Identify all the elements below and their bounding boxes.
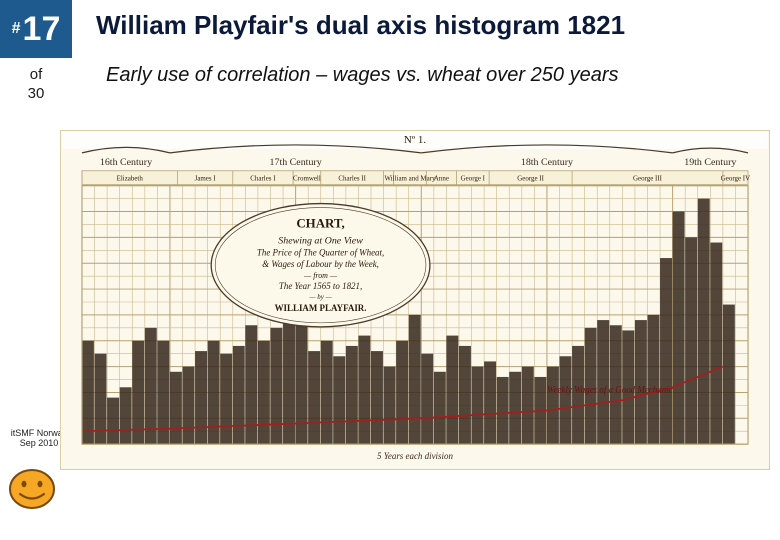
svg-text:5 Years each division: 5 Years each division	[377, 451, 453, 461]
svg-text:Cromwell: Cromwell	[293, 175, 321, 183]
svg-text:17th Century: 17th Century	[270, 157, 322, 168]
slide-number-badge: # 17	[0, 0, 72, 58]
page-total: 30	[28, 85, 45, 102]
svg-text:George II: George II	[517, 175, 544, 183]
slide-subtitle: Early use of correlation – wages vs. whe…	[72, 64, 780, 87]
svg-text:George IV: George IV	[721, 175, 750, 183]
svg-text:Anne: Anne	[434, 175, 449, 183]
svg-text:Nº 1.: Nº 1.	[404, 134, 426, 146]
slide-title: William Playfair's dual axis histogram 1…	[72, 0, 780, 41]
slide-subheader: of 30 Early use of correlation – wages v…	[0, 64, 780, 104]
svg-text:George I: George I	[461, 175, 486, 183]
page-of-word: of	[30, 66, 43, 83]
svg-text:— by —: — by —	[308, 293, 332, 301]
chart-svg: Weekly Wages of a Good Mechanic 16th Cent…	[61, 131, 769, 469]
svg-text:The Price of The Quarter of Wh: The Price of The Quarter of Wheat,	[257, 247, 384, 257]
chart-cartouche: CHART, Shewing at One ViewThe Price of Th…	[211, 204, 430, 327]
svg-text:Elizabeth: Elizabeth	[117, 175, 144, 183]
slide-number-value: 17	[23, 12, 61, 46]
svg-text:Shewing at One View: Shewing at One View	[278, 235, 363, 246]
svg-text:Charles II: Charles II	[338, 175, 366, 183]
svg-text:19th Century: 19th Century	[684, 157, 736, 168]
footer-line2: Sep 2010	[20, 438, 59, 448]
footer-line1: itSMF Norway	[11, 428, 68, 438]
slide-header: # 17 William Playfair's dual axis histog…	[0, 0, 780, 58]
svg-text:George III: George III	[633, 175, 663, 183]
svg-text:16th Century: 16th Century	[100, 157, 152, 168]
playfair-chart: Weekly Wages of a Good Mechanic 16th Cent…	[60, 130, 770, 470]
slide-number-hash: #	[12, 20, 21, 38]
svg-text:Weekly Wages of a Good Mechani: Weekly Wages of a Good Mechanic	[547, 384, 673, 394]
svg-text:The Year 1565 to 1821,: The Year 1565 to 1821,	[279, 281, 362, 291]
page-counter: of 30	[0, 64, 72, 104]
svg-text:— from —: — from —	[303, 271, 338, 280]
svg-text:18th Century: 18th Century	[521, 157, 573, 168]
svg-text:James I: James I	[195, 175, 217, 183]
svg-text:& Wages of Labour by the Week,: & Wages of Labour by the Week,	[262, 259, 379, 269]
svg-text:William and Mary: William and Mary	[384, 175, 435, 183]
svg-text:Charles I: Charles I	[250, 175, 276, 183]
svg-text:WILLIAM PLAYFAIR.: WILLIAM PLAYFAIR.	[275, 303, 367, 313]
smiley-icon	[8, 468, 56, 510]
svg-text:CHART,: CHART,	[296, 215, 344, 230]
